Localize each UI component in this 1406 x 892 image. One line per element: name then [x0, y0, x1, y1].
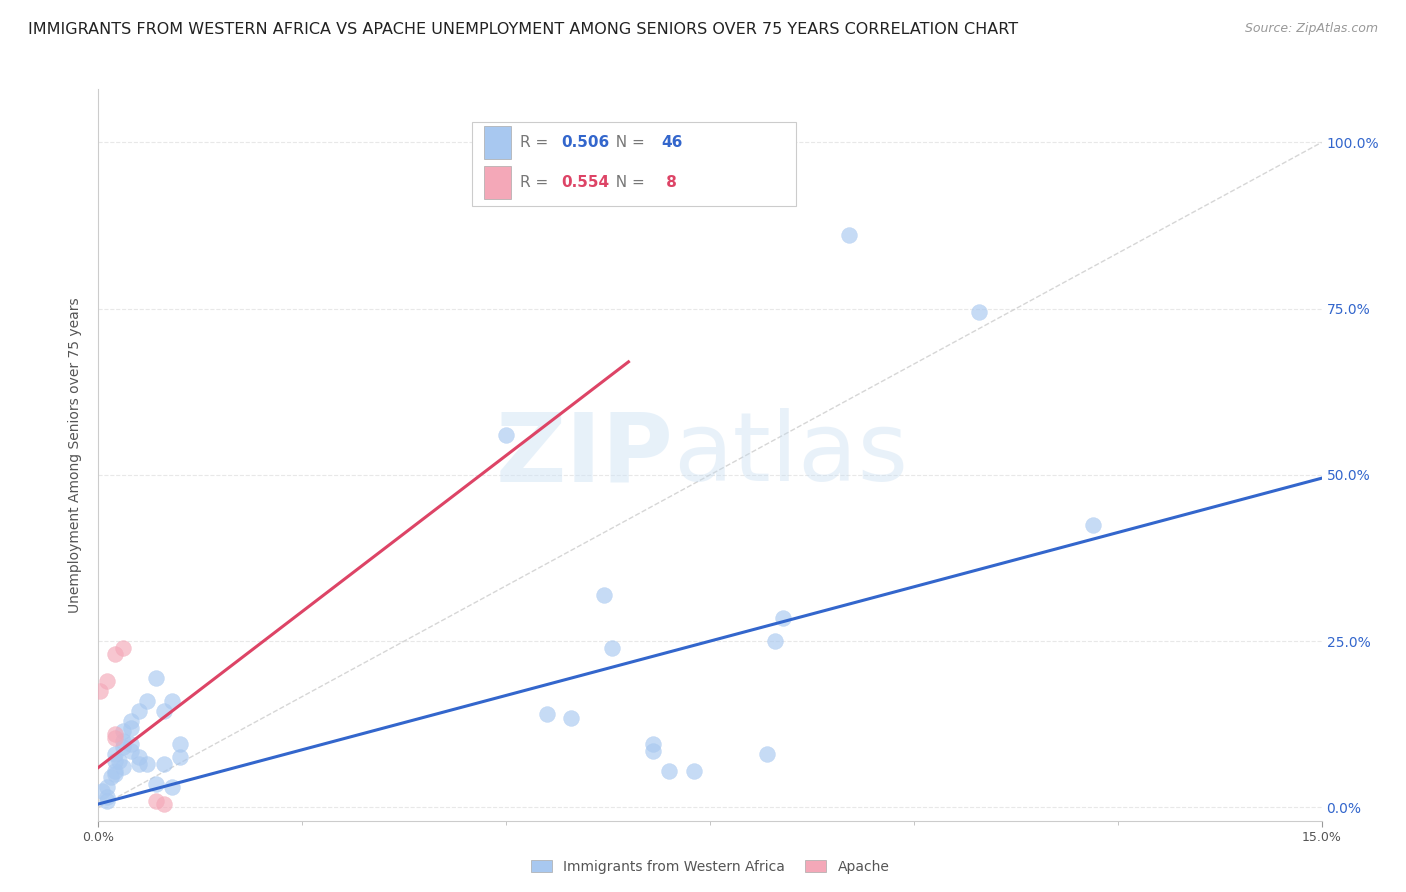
Point: [641, 744, 664, 758]
Point: [96, 673, 118, 688]
Point: [104, 727, 127, 741]
Point: [128, 704, 150, 718]
Point: [145, 777, 167, 791]
Point: [495, 428, 517, 442]
Text: 0.554: 0.554: [561, 175, 609, 190]
Point: [104, 764, 127, 778]
Point: [145, 671, 167, 685]
Text: R =: R =: [520, 135, 554, 150]
Point: [641, 737, 664, 751]
Text: 46: 46: [661, 135, 682, 150]
Point: [120, 737, 142, 751]
Point: [145, 794, 167, 808]
Point: [104, 648, 127, 662]
FancyBboxPatch shape: [484, 166, 510, 199]
Point: [763, 634, 786, 648]
Point: [160, 780, 183, 795]
Text: N =: N =: [606, 175, 650, 190]
Point: [756, 747, 779, 761]
Point: [104, 747, 127, 761]
Point: [128, 750, 150, 764]
Point: [96, 780, 118, 795]
Point: [560, 710, 582, 724]
Point: [96, 790, 118, 805]
Text: IMMIGRANTS FROM WESTERN AFRICA VS APACHE UNEMPLOYMENT AMONG SENIORS OVER 75 YEAR: IMMIGRANTS FROM WESTERN AFRICA VS APACHE…: [28, 22, 1018, 37]
Point: [838, 228, 860, 243]
Point: [111, 640, 134, 655]
Point: [111, 723, 134, 738]
FancyBboxPatch shape: [484, 126, 510, 159]
Point: [108, 754, 131, 768]
Text: ZIP: ZIP: [495, 409, 673, 501]
Point: [593, 588, 616, 602]
Point: [169, 750, 191, 764]
Point: [682, 764, 704, 778]
Point: [120, 721, 142, 735]
Point: [104, 731, 127, 745]
Point: [120, 714, 142, 728]
Point: [91, 783, 114, 797]
Point: [658, 764, 681, 778]
Point: [967, 305, 990, 319]
Text: 8: 8: [661, 175, 676, 190]
Point: [111, 740, 134, 755]
FancyBboxPatch shape: [471, 122, 796, 206]
Point: [111, 760, 134, 774]
Point: [152, 797, 174, 811]
Point: [152, 757, 174, 772]
Point: [536, 707, 558, 722]
Text: Source: ZipAtlas.com: Source: ZipAtlas.com: [1244, 22, 1378, 36]
Point: [96, 794, 118, 808]
Text: N =: N =: [606, 135, 650, 150]
Point: [1083, 517, 1105, 532]
Y-axis label: Unemployment Among Seniors over 75 years: Unemployment Among Seniors over 75 years: [69, 297, 83, 613]
Text: 0.506: 0.506: [561, 135, 609, 150]
Point: [772, 611, 794, 625]
Point: [111, 734, 134, 748]
Text: atlas: atlas: [673, 409, 908, 501]
Point: [136, 757, 159, 772]
Point: [136, 694, 159, 708]
Point: [104, 754, 127, 768]
Point: [89, 684, 111, 698]
Point: [104, 767, 127, 781]
Point: [600, 640, 623, 655]
Text: R =: R =: [520, 175, 554, 190]
Point: [160, 694, 183, 708]
Point: [169, 737, 191, 751]
Point: [128, 757, 150, 772]
Point: [100, 771, 122, 785]
Point: [120, 744, 142, 758]
Legend: Immigrants from Western Africa, Apache: Immigrants from Western Africa, Apache: [526, 855, 894, 880]
Point: [152, 704, 174, 718]
